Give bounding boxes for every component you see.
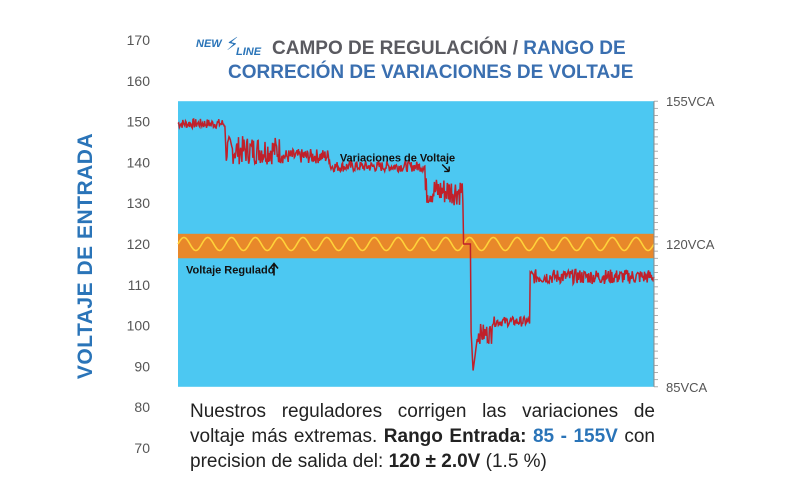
title-line-2: CORRECIÓN DE VARIACIONES DE VOLTAJE bbox=[228, 62, 634, 83]
right-axis-label: 155VCA bbox=[666, 94, 715, 109]
y-tick-label: 140 bbox=[127, 154, 151, 170]
y-tick-label: 120 bbox=[127, 236, 151, 252]
regulated-band bbox=[178, 233, 654, 259]
y-axis-label: VOLTAJE DE ENTRADA bbox=[74, 132, 97, 380]
newline-logo: NEW ⚡ LINE bbox=[196, 34, 266, 64]
y-tick-label: 130 bbox=[127, 195, 151, 211]
title-part-2: RANGO DE bbox=[523, 38, 626, 59]
annotations: Variaciones de Voltaje Voltaje Regulado bbox=[186, 152, 455, 276]
y-tick-label: 110 bbox=[128, 277, 151, 293]
arrow-down-icon bbox=[441, 163, 450, 173]
regulated-voltage-line bbox=[177, 236, 655, 252]
range-label: Rango Entrada: bbox=[383, 426, 527, 447]
title-separator: / bbox=[512, 38, 518, 59]
logo-new-text: NEW bbox=[196, 38, 222, 50]
y-tick-label: 90 bbox=[134, 358, 150, 374]
description: Nuestros reguladores corrigen las variac… bbox=[190, 399, 655, 474]
y-tick-label: 70 bbox=[134, 440, 150, 456]
input-voltage-line bbox=[177, 117, 655, 371]
desc-text-1: Nuestros reguladores corrigen las variac… bbox=[190, 401, 655, 447]
y-tick-label: 100 bbox=[127, 318, 151, 334]
y-tick-label: 80 bbox=[134, 399, 150, 415]
precision-value: 120 ± 2.0V bbox=[388, 451, 481, 472]
right-axis-label: 120VCA bbox=[666, 237, 715, 252]
y-tick-label: 170 bbox=[127, 32, 151, 48]
y-tick-label: 150 bbox=[127, 114, 151, 130]
right-axis: 155VCA 120VCA 85VCA bbox=[653, 94, 715, 395]
lightning-bolt-icon: ⚡ bbox=[226, 34, 239, 55]
annotation-variaciones: Variaciones de Voltaje bbox=[340, 152, 455, 164]
logo-line-text: LINE bbox=[236, 46, 262, 58]
desc-text-2: con precision de salida del: bbox=[190, 426, 655, 472]
arrow-up-icon bbox=[269, 262, 279, 276]
precision-pct: (1.5 %) bbox=[485, 451, 547, 472]
title-line-1: CAMPO DE REGULACIÓN / RANGO DE bbox=[272, 38, 626, 60]
annotation-regulado: Voltaje Regulado bbox=[186, 264, 275, 276]
y-axis-ticks: 70 80 90 100 110 120 130 140 150 160 170 bbox=[127, 32, 151, 456]
right-axis-label: 85VCA bbox=[666, 380, 708, 395]
title-part-1: CAMPO DE REGULACIÓN bbox=[272, 38, 508, 59]
range-value: 85 - 155V bbox=[532, 426, 618, 447]
y-tick-label: 160 bbox=[127, 73, 151, 89]
